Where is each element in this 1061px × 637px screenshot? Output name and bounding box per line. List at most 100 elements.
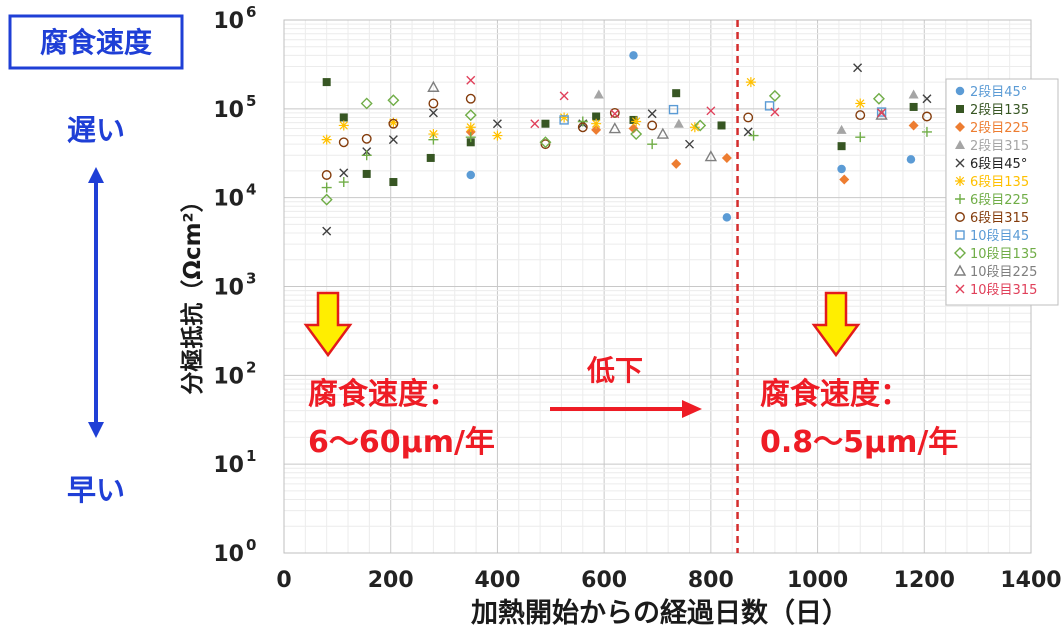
- decrease-arrow-head: [682, 400, 702, 418]
- x-tick-label: 600: [581, 568, 627, 593]
- legend-marker: [954, 247, 966, 259]
- data-point: [764, 101, 775, 111]
- data-point: [466, 75, 476, 85]
- legend-entry: 10段目315: [970, 283, 1037, 298]
- legend-marker: [955, 212, 965, 222]
- data-point: [722, 213, 732, 222]
- data-point: [361, 133, 372, 144]
- data-point: [717, 121, 726, 130]
- data-point: [647, 109, 657, 119]
- legend-entry: 10段目135: [970, 247, 1037, 262]
- data-point: [908, 89, 919, 99]
- y-tick-label: 10: [213, 542, 244, 567]
- data-point: [908, 120, 919, 131]
- data-point: [877, 108, 887, 118]
- legend-entry: 2段目45°: [970, 85, 1027, 100]
- data-point: [647, 139, 658, 150]
- x-axis-ticks: 0 200 400 600 800 1000 1200 1400: [276, 568, 1061, 593]
- x-tick-label: 400: [474, 568, 520, 593]
- data-point: [426, 153, 435, 162]
- y-tick-label: 10: [213, 276, 244, 301]
- data-point: [428, 129, 439, 140]
- left-rate-value: 6～60μm/年: [308, 425, 495, 460]
- data-point: [321, 182, 332, 193]
- data-point: [321, 170, 332, 180]
- data-point: [922, 111, 932, 122]
- data-point: [338, 120, 349, 131]
- data-point: [836, 124, 847, 134]
- data-point: [610, 109, 620, 119]
- grid: [283, 20, 1032, 554]
- legend-marker: [956, 105, 964, 113]
- data-point: [387, 94, 400, 107]
- data-point: [770, 107, 780, 117]
- legend-marker: [955, 230, 965, 240]
- data-point: [339, 113, 348, 122]
- data-point: [592, 112, 601, 121]
- data-point: [492, 130, 503, 141]
- data-point: [768, 89, 781, 102]
- data-point: [428, 134, 439, 145]
- data-point: [322, 226, 332, 236]
- legend-entry: 2段目315: [970, 139, 1029, 154]
- legend-box: [945, 78, 1059, 306]
- data-point: [464, 109, 477, 122]
- data-point: [876, 107, 887, 117]
- x-tick-label: 800: [688, 568, 734, 593]
- legend-marker: [955, 122, 965, 132]
- y-tick-exponent: 1: [246, 447, 256, 465]
- y-tick-exponent: 3: [246, 270, 256, 288]
- data-point: [466, 170, 475, 180]
- y-tick-label: 10: [213, 364, 244, 389]
- data-point: [704, 150, 718, 162]
- data-point: [591, 124, 602, 135]
- data-point: [361, 150, 372, 161]
- data-point: [338, 177, 349, 188]
- data-point: [922, 94, 932, 104]
- x-tick-label: 200: [368, 568, 414, 593]
- data-point: [668, 104, 679, 115]
- data-point: [672, 89, 681, 98]
- legend-marker: [955, 140, 965, 149]
- data-point: [338, 137, 349, 148]
- y-tick-exponent: 5: [246, 92, 256, 110]
- data-point: [656, 127, 670, 139]
- data-point: [630, 128, 643, 141]
- data-point: [909, 102, 918, 111]
- data-point: [855, 110, 866, 121]
- y-tick-exponent: 0: [246, 536, 256, 554]
- data-point: [427, 80, 440, 92]
- data-point: [872, 92, 885, 105]
- legend-marker: [953, 264, 967, 276]
- data-point: [339, 168, 349, 178]
- data-point: [577, 116, 588, 127]
- y-tick-exponent: 2: [246, 358, 256, 376]
- data-point: [388, 135, 398, 145]
- data-point: [577, 122, 588, 133]
- legend-marker: [955, 176, 965, 186]
- data-point: [466, 138, 475, 147]
- data-point: [743, 112, 754, 123]
- data-point: [706, 106, 716, 116]
- data-point: [921, 126, 932, 137]
- right-rate-value: 0.8～5μm/年: [760, 425, 958, 460]
- legend-entry: 10段目225: [970, 265, 1037, 280]
- legend-entry: 2段目135: [970, 103, 1029, 118]
- data-point: [360, 97, 373, 110]
- legend-entry: 6段目225: [970, 193, 1029, 208]
- data-point: [837, 142, 846, 151]
- legend-marker: [955, 194, 965, 204]
- data-point: [428, 98, 439, 109]
- legend-entry: 6段目135: [970, 175, 1029, 190]
- x-tick-label: 0: [276, 568, 291, 593]
- data-point: [745, 77, 756, 88]
- data-point: [540, 139, 551, 150]
- data-point: [689, 122, 700, 133]
- data-point: [673, 118, 684, 128]
- data-point: [839, 174, 850, 185]
- data-point: [559, 115, 569, 125]
- data-point: [321, 134, 332, 145]
- legend-entry: 6段目315: [970, 211, 1029, 226]
- data-point: [559, 112, 570, 123]
- data-point: [855, 132, 866, 143]
